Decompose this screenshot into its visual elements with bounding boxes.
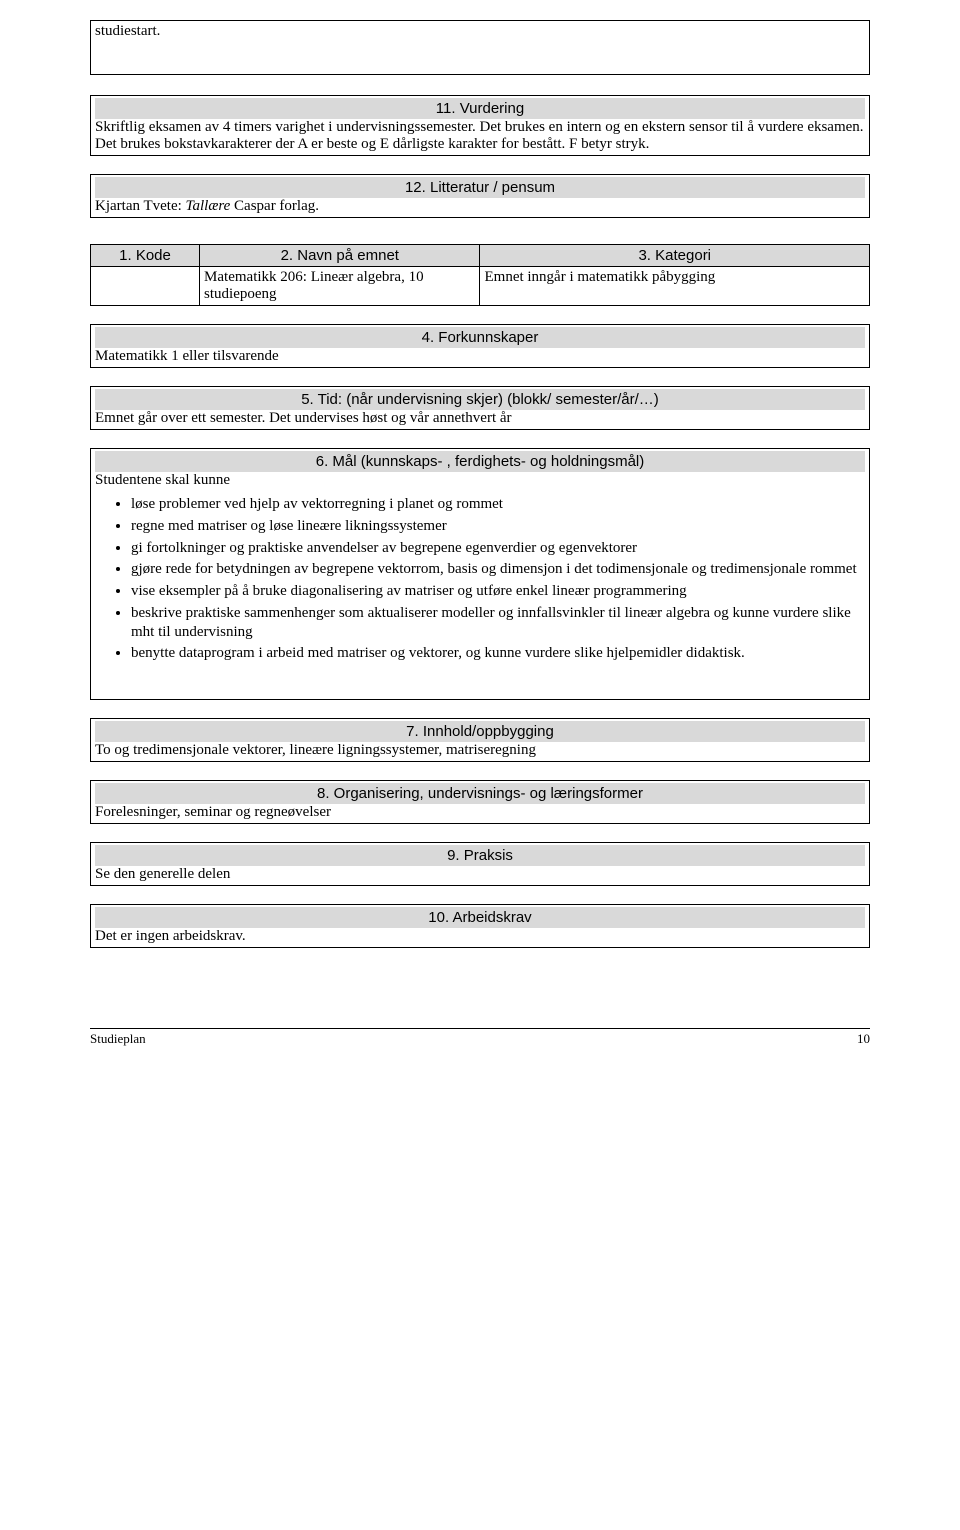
section-4: 4. Forkunnskaper Matematikk 1 eller tils… — [90, 324, 870, 368]
studiestart-box: studiestart. — [90, 20, 870, 75]
section-6-list: løse problemer ved hjelp av vektorregnin… — [131, 495, 865, 663]
td-kode — [91, 267, 200, 306]
section-10-text: Det er ingen arbeidskrav. — [95, 928, 865, 945]
section-8-title: 8. Organisering, undervisnings- og lærin… — [95, 783, 865, 804]
list-item: benytte dataprogram i arbeid med matrise… — [131, 644, 865, 663]
section-6: 6. Mål (kunnskaps- , ferdighets- og hold… — [90, 448, 870, 700]
td-kategori: Emnet inngår i matematikk påbygging — [480, 267, 870, 306]
footer-left: Studieplan — [90, 1031, 146, 1047]
list-item: gi fortolkninger og praktiske anvendelse… — [131, 539, 865, 558]
section-6-intro: Studentene skal kunne — [95, 472, 865, 489]
section-10-title: 10. Arbeidskrav — [95, 907, 865, 928]
section-7-title: 7. Innhold/oppbygging — [95, 721, 865, 742]
list-item: gjøre rede for betydningen av begrepene … — [131, 560, 865, 579]
section-11-text: Skriftlig eksamen av 4 timers varighet i… — [95, 119, 865, 153]
section-12-title: 12. Litteratur / pensum — [95, 177, 865, 198]
section-5-title: 5. Tid: (når undervisning skjer) (blokk/… — [95, 389, 865, 410]
course-table: 1. Kode 2. Navn på emnet 3. Kategori Mat… — [90, 244, 870, 306]
sec12-post: Caspar forlag. — [230, 198, 319, 214]
th-navn: 2. Navn på emnet — [200, 245, 480, 267]
footer-right: 10 — [857, 1031, 870, 1047]
footer: Studieplan 10 — [90, 1028, 870, 1047]
section-12: 12. Litteratur / pensum Kjartan Tvete: T… — [90, 174, 870, 218]
section-4-text: Matematikk 1 eller tilsvarende — [95, 348, 865, 365]
section-7: 7. Innhold/oppbygging To og tredimensjon… — [90, 718, 870, 762]
section-9-title: 9. Praksis — [95, 845, 865, 866]
list-item: vise eksempler på å bruke diagonaliserin… — [131, 582, 865, 601]
list-item: beskrive praktiske sammenhenger som aktu… — [131, 604, 865, 642]
section-11-title: 11. Vurdering — [95, 98, 865, 119]
section-9: 9. Praksis Se den generelle delen — [90, 842, 870, 886]
section-8: 8. Organisering, undervisnings- og lærin… — [90, 780, 870, 824]
section-10: 10. Arbeidskrav Det er ingen arbeidskrav… — [90, 904, 870, 948]
td-navn: Matematikk 206: Lineær algebra, 10 studi… — [200, 267, 480, 306]
section-5-text: Emnet går over ett semester. Det undervi… — [95, 410, 865, 427]
th-kode: 1. Kode — [91, 245, 200, 267]
list-item: løse problemer ved hjelp av vektorregnin… — [131, 495, 865, 514]
section-9-text: Se den generelle delen — [95, 866, 865, 883]
list-item: regne med matriser og løse lineære likni… — [131, 517, 865, 536]
th-kategori: 3. Kategori — [480, 245, 870, 267]
section-7-text: To og tredimensjonale vektorer, lineære … — [95, 742, 865, 759]
studiestart-text: studiestart. — [95, 23, 160, 39]
sec12-pre: Kjartan Tvete: — [95, 198, 186, 214]
section-12-text: Kjartan Tvete: Tallære Caspar forlag. — [95, 198, 865, 215]
sec12-italic: Tallære — [186, 198, 231, 214]
section-6-title: 6. Mål (kunnskaps- , ferdighets- og hold… — [95, 451, 865, 472]
section-8-text: Forelesninger, seminar og regneøvelser — [95, 804, 865, 821]
page: studiestart. 11. Vurdering Skriftlig eks… — [0, 0, 960, 1067]
section-4-title: 4. Forkunnskaper — [95, 327, 865, 348]
section-5: 5. Tid: (når undervisning skjer) (blokk/… — [90, 386, 870, 430]
section-11: 11. Vurdering Skriftlig eksamen av 4 tim… — [90, 95, 870, 156]
